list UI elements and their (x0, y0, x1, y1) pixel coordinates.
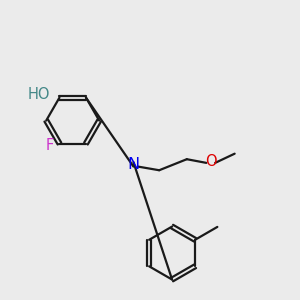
Text: F: F (46, 138, 54, 153)
Text: O: O (205, 154, 217, 169)
Text: HO: HO (28, 87, 50, 102)
Text: N: N (128, 157, 140, 172)
